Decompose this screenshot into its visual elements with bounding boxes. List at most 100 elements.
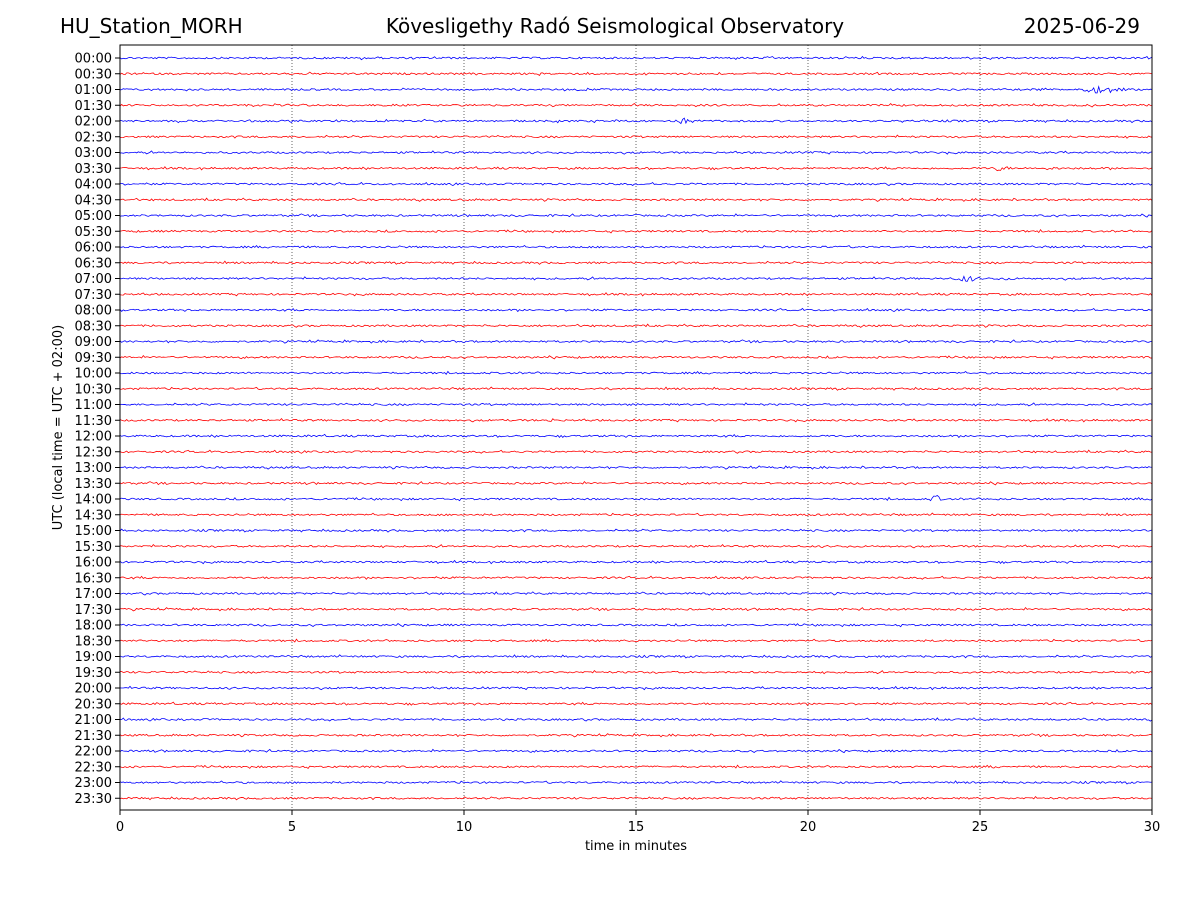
x-tick-label: 5	[288, 820, 296, 835]
trace-1200	[119, 433, 1153, 439]
trace-0430	[119, 197, 1153, 202]
y-tick-label: 04:30	[75, 193, 112, 208]
x-tick-label: 30	[1144, 820, 1161, 835]
trace-1800	[119, 623, 1153, 628]
y-tick-label: 12:30	[75, 445, 112, 460]
trace-0230	[119, 134, 1153, 139]
y-tick-label: 22:00	[75, 745, 112, 760]
trace-2130	[119, 733, 1153, 738]
y-tick-label: 06:00	[75, 241, 112, 256]
y-tick-label: 07:30	[75, 288, 112, 303]
y-tick-label: 02:30	[75, 130, 112, 145]
y-tick-label: 20:00	[75, 682, 112, 697]
station-name: HU_Station_MORH	[60, 14, 243, 38]
trace-2230	[119, 764, 1153, 769]
trace-0930	[119, 355, 1153, 360]
trace-0130	[119, 102, 1152, 108]
trace-0030	[119, 71, 1153, 76]
trace-1300	[119, 465, 1153, 470]
y-tick-label: 18:30	[75, 634, 112, 649]
x-axis: 0 5 10 15 20 25 30	[116, 810, 1160, 835]
y-tick-label: 05:00	[75, 209, 112, 224]
trace-1330	[119, 481, 1153, 486]
y-tick-label: 06:30	[75, 256, 112, 271]
y-tick-label: 16:30	[75, 571, 112, 586]
trace-1000	[119, 370, 1153, 375]
trace-0100	[119, 85, 1153, 94]
trace-1630	[119, 575, 1153, 580]
trace-0700	[119, 275, 1153, 282]
trace-1100	[119, 402, 1153, 407]
trace-1430	[119, 512, 1153, 517]
trace-1700	[119, 591, 1153, 596]
trace-0530	[119, 228, 1153, 234]
chart-title: Kövesligethy Radó Seismological Observat…	[385, 14, 845, 38]
trace-0600	[119, 244, 1153, 249]
y-tick-label: 10:00	[75, 367, 112, 382]
x-tick-label: 15	[628, 820, 645, 835]
trace-0330	[119, 166, 1153, 172]
trace-0800	[119, 307, 1153, 313]
y-tick-label: 23:00	[75, 776, 112, 791]
y-tick-label: 02:00	[75, 115, 112, 130]
y-tick-label: 04:00	[75, 178, 112, 193]
x-tick-label: 10	[456, 820, 473, 835]
y-tick-label: 21:30	[75, 729, 112, 744]
trace-0630	[119, 260, 1153, 265]
trace-1530	[119, 543, 1153, 549]
y-tick-label: 09:00	[75, 335, 112, 350]
y-tick-label: 08:30	[75, 319, 112, 334]
x-tick-label: 25	[972, 820, 989, 835]
trace-0730	[119, 292, 1153, 297]
trace-2100	[119, 717, 1153, 722]
y-tick-label: 01:00	[75, 83, 112, 98]
trace-1830	[119, 638, 1153, 643]
trace-1730	[119, 607, 1153, 612]
y-tick-label: 11:30	[75, 414, 112, 429]
y-tick-label: 00:30	[75, 67, 112, 82]
trace-0830	[119, 323, 1153, 328]
y-tick-label: 03:30	[75, 162, 112, 177]
trace-2330	[119, 796, 1153, 801]
y-tick-label: 22:30	[75, 760, 112, 775]
y-tick-label: 19:00	[75, 650, 112, 665]
trace-0000	[119, 55, 1153, 61]
y-tick-label: 07:00	[75, 272, 112, 287]
y-tick-label: 17:00	[75, 587, 112, 602]
trace-2030	[119, 701, 1153, 706]
y-tick-label: 00:00	[75, 52, 112, 67]
y-tick-label: 03:00	[75, 146, 112, 161]
x-tick-label: 20	[800, 820, 817, 835]
y-tick-label: 14:30	[75, 508, 112, 523]
traces	[119, 55, 1153, 801]
trace-2300	[119, 780, 1153, 785]
x-axis-label: time in minutes	[585, 839, 687, 854]
trace-1400	[119, 495, 1153, 502]
y-tick-label: 18:00	[75, 619, 112, 634]
grid-lines	[291, 45, 981, 810]
y-axis-label: UTC (local time = UTC + 02:00)	[51, 325, 66, 530]
trace-1900	[119, 654, 1153, 659]
chart-date: 2025-06-29	[1023, 14, 1140, 38]
trace-1130	[119, 417, 1153, 423]
y-tick-label: 15:00	[75, 524, 112, 539]
trace-0400	[120, 181, 1153, 187]
trace-1930	[119, 670, 1153, 675]
y-tick-label: 08:00	[75, 304, 112, 319]
trace-1230	[119, 449, 1153, 454]
trace-0500	[119, 213, 1153, 218]
y-tick-label: 20:30	[75, 697, 112, 712]
y-tick-label: 21:00	[75, 713, 112, 728]
y-tick-label: 14:00	[75, 493, 112, 508]
y-tick-label: 15:30	[75, 540, 112, 555]
y-tick-label: 13:00	[75, 461, 112, 476]
y-tick-label: 01:30	[75, 99, 112, 114]
trace-1030	[120, 386, 1153, 391]
y-tick-label: 10:30	[75, 382, 112, 397]
y-tick-label: 17:30	[75, 603, 112, 618]
trace-2200	[119, 748, 1153, 754]
trace-0300	[119, 150, 1153, 155]
trace-2000	[119, 685, 1153, 691]
y-tick-label: 13:30	[75, 477, 112, 492]
